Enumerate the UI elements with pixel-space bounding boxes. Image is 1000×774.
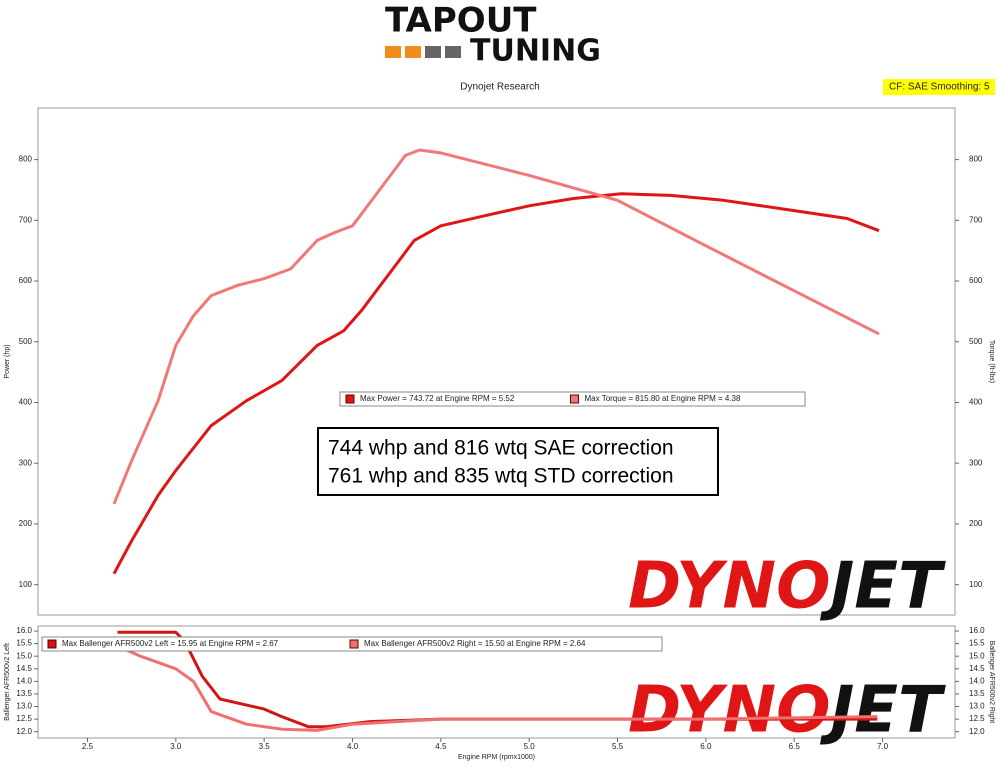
y2-tick-label: 14.5 bbox=[969, 664, 985, 673]
y2-tick-label: 200 bbox=[969, 519, 983, 528]
logo-bar bbox=[445, 46, 461, 58]
watermark-part: JET bbox=[819, 673, 946, 747]
x-tick-label: 2.5 bbox=[82, 742, 94, 751]
legend-swatch bbox=[345, 394, 355, 404]
legend-entry: Max Ballenger AFR500v2 Right = 15.50 at … bbox=[364, 639, 586, 648]
x-tick-label: 3.0 bbox=[170, 742, 182, 751]
watermark: DYNOJET bbox=[628, 673, 946, 747]
y-tick-label: 13.0 bbox=[16, 702, 32, 711]
y2-tick-label: 700 bbox=[969, 215, 983, 224]
y-tick-label: 14.0 bbox=[16, 676, 32, 685]
badge-bg bbox=[883, 79, 995, 95]
logo-bottom: TUNING bbox=[470, 34, 601, 69]
y-tick-label: 13.5 bbox=[16, 689, 32, 698]
y-tick-label: 14.5 bbox=[16, 664, 32, 673]
x-tick-label: 5.5 bbox=[612, 742, 624, 751]
y2-tick-label: 300 bbox=[969, 458, 983, 467]
legend-swatch bbox=[47, 639, 57, 649]
logo-top: TAPOUT bbox=[385, 1, 537, 41]
y-tick-label: 12.0 bbox=[16, 727, 32, 736]
legend-swatch bbox=[349, 639, 359, 649]
y2-axis-label: Torque (ft-lbs) bbox=[988, 340, 995, 383]
series-line bbox=[111, 642, 878, 732]
y2-tick-label: 500 bbox=[969, 337, 983, 346]
y2-tick-label: 15.5 bbox=[969, 639, 985, 648]
watermark: DYNOJET bbox=[628, 549, 946, 623]
x-axis-label: Engine RPM (rpmx1000) bbox=[458, 754, 535, 761]
series-line bbox=[112, 148, 880, 505]
y2-axis-label: Ballenger AFR500v2 Right bbox=[988, 641, 995, 724]
legend-swatch bbox=[570, 394, 579, 404]
y-axis-label: Ballenger AFR500v2 Left bbox=[4, 643, 11, 721]
y-tick-label: 700 bbox=[19, 215, 33, 224]
series-line bbox=[112, 192, 880, 575]
chart-title: Dynojet Research bbox=[460, 82, 539, 93]
annotation-box bbox=[317, 427, 719, 496]
y2-tick-label: 14.0 bbox=[969, 676, 985, 685]
y2-tick-label: 15.0 bbox=[969, 651, 985, 660]
x-tick-label: 6.5 bbox=[789, 742, 801, 751]
legend-entry: Max Power = 743.72 at Engine RPM = 5.52 bbox=[360, 394, 515, 403]
x-tick-label: 7.0 bbox=[877, 742, 889, 751]
y-tick-label: 400 bbox=[19, 398, 33, 407]
x-tick-label: 3.5 bbox=[259, 742, 271, 751]
logo-bar bbox=[405, 46, 421, 58]
y-tick-label: 200 bbox=[19, 519, 33, 528]
plot-area bbox=[37, 107, 956, 616]
y2-tick-label: 400 bbox=[969, 398, 983, 407]
badge: CF: SAE Smoothing: 5 bbox=[889, 82, 990, 93]
y2-tick-label: 13.0 bbox=[969, 702, 985, 711]
x-tick-label: 4.0 bbox=[347, 742, 359, 751]
x-tick-label: 4.5 bbox=[435, 742, 447, 751]
watermark-part: DYNO bbox=[628, 549, 830, 623]
y-tick-label: 800 bbox=[19, 155, 33, 164]
y-tick-label: 100 bbox=[19, 580, 33, 589]
watermark-part: JET bbox=[819, 549, 946, 623]
logo-bar bbox=[425, 46, 441, 58]
y-tick-label: 12.5 bbox=[16, 714, 32, 723]
y-tick-label: 15.5 bbox=[16, 639, 32, 648]
y-tick-label: 15.0 bbox=[16, 651, 32, 660]
y-tick-label: 300 bbox=[19, 458, 33, 467]
x-tick-label: 5.0 bbox=[524, 742, 536, 751]
y-tick-label: 16.0 bbox=[16, 626, 32, 635]
y-tick-label: 500 bbox=[19, 337, 33, 346]
legend-entry: Max Ballenger AFR500v2 Left = 15.95 at E… bbox=[62, 639, 279, 648]
y-axis-label: Power (hp) bbox=[4, 344, 11, 378]
y2-tick-label: 800 bbox=[969, 155, 983, 164]
watermark-part: DYNO bbox=[628, 673, 830, 747]
annotation: 744 whp and 816 wtq SAE correction bbox=[328, 437, 674, 460]
y2-tick-label: 12.5 bbox=[969, 714, 985, 723]
y2-tick-label: 600 bbox=[969, 276, 983, 285]
y2-tick-label: 12.0 bbox=[969, 727, 985, 736]
x-tick-label: 6.0 bbox=[700, 742, 712, 751]
y-tick-label: 600 bbox=[19, 276, 33, 285]
legend-entry: Max Torque = 815.80 at Engine RPM = 4.38 bbox=[585, 394, 742, 403]
annotation: 761 whp and 835 wtq STD correction bbox=[328, 465, 674, 488]
y2-tick-label: 16.0 bbox=[969, 626, 985, 635]
y2-tick-label: 100 bbox=[969, 580, 983, 589]
y2-tick-label: 13.5 bbox=[969, 689, 985, 698]
logo-bar bbox=[385, 46, 401, 58]
